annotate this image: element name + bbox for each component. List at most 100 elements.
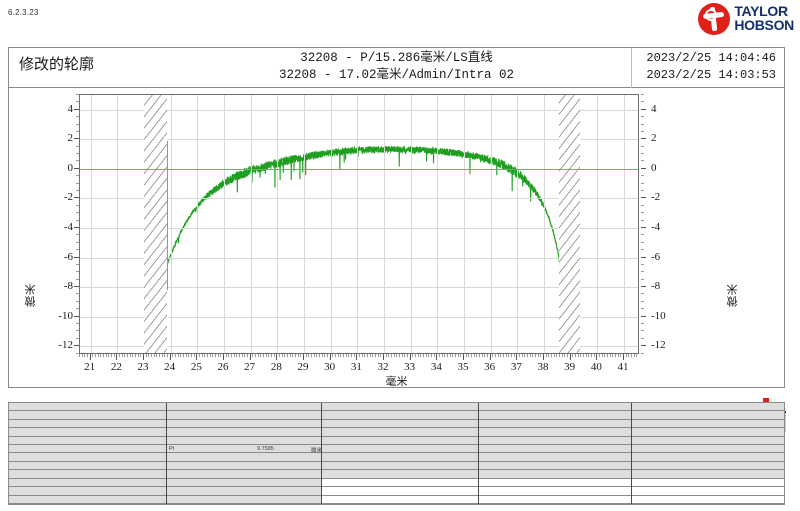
table-cell-empty[interactable] <box>321 487 784 495</box>
x-tick-minor <box>551 354 552 357</box>
timestamp-line-2: 2023/2/25 14:03:53 <box>646 68 776 82</box>
x-tick-major <box>623 354 624 360</box>
y-tick-minor <box>641 278 644 280</box>
y-tick-minor <box>76 322 79 324</box>
x-tick-minor <box>335 354 336 357</box>
x-tick-minor <box>207 354 208 357</box>
x-tick-minor <box>327 354 328 357</box>
x-tick-minor <box>612 354 614 357</box>
x-tick-label: 34 <box>430 361 442 373</box>
x-tick-minor <box>524 354 526 357</box>
x-tick-minor <box>300 354 302 357</box>
profile-curve <box>80 95 638 353</box>
table-row[interactable] <box>9 478 784 488</box>
x-tick-minor <box>281 354 283 357</box>
x-tick-minor <box>583 354 584 357</box>
gridline-vertical <box>437 95 439 353</box>
header-divider <box>631 48 632 88</box>
y-tick-minor <box>76 204 79 206</box>
x-tick-major <box>196 354 198 360</box>
logo-line-1: TAYLOR <box>734 3 788 20</box>
x-tick-minor <box>497 354 499 357</box>
y-tick-label: 2 <box>67 132 74 145</box>
y-tick-label: 0 <box>651 161 657 174</box>
x-tick-minor <box>148 354 150 357</box>
x-tick-minor <box>556 354 558 357</box>
y-tick-major <box>641 226 646 228</box>
y-tick-minor <box>641 337 644 339</box>
table-row[interactable] <box>9 437 784 446</box>
x-tick-minor <box>399 354 400 357</box>
x-tick-minor <box>503 354 504 357</box>
y-tick-minor <box>641 219 644 221</box>
x-tick-minor <box>513 354 515 357</box>
table-row[interactable] <box>9 470 784 479</box>
x-tick-minor <box>412 354 414 357</box>
y-tick-minor <box>641 234 644 236</box>
x-tick-minor <box>452 354 454 357</box>
x-tick-minor <box>265 354 267 357</box>
x-tick-minor <box>393 354 395 357</box>
table-row[interactable] <box>9 495 784 504</box>
x-tick-minor <box>81 354 83 357</box>
y-tick-minor <box>641 160 644 162</box>
x-tick-minor <box>231 354 232 357</box>
x-tick-minor <box>367 354 368 357</box>
x-tick-minor <box>289 354 291 357</box>
x-tick-minor <box>615 354 616 357</box>
x-tick-minor <box>263 354 264 357</box>
x-tick-major <box>169 354 171 360</box>
chart-center-title: 32208 - P/15.286毫米/LS直线 32208 - 17.02毫米/… <box>9 50 784 84</box>
taylor-hobson-logo-icon <box>698 3 731 35</box>
y-tick-label: -12 <box>58 339 73 352</box>
x-tick-minor <box>351 354 352 357</box>
y-tick-minor <box>76 101 79 103</box>
x-tick-minor <box>151 354 152 357</box>
logo-wordmark: TAYLOR HOBSON <box>734 3 794 32</box>
x-tick-major <box>356 354 358 360</box>
gridline-horizontal <box>80 257 638 259</box>
table-row[interactable] <box>9 403 784 412</box>
x-tick-minor <box>204 354 206 357</box>
table-row[interactable] <box>9 411 784 420</box>
y-tick-major <box>74 108 79 110</box>
x-tick-minor <box>593 354 595 357</box>
table-row[interactable] <box>9 487 784 496</box>
x-tick-minor <box>359 354 360 357</box>
table-row[interactable] <box>9 420 784 429</box>
results-table[interactable]: Pt 9.7585 微米 <box>8 402 785 505</box>
x-tick-minor <box>388 354 390 357</box>
gridline-vertical <box>357 95 359 353</box>
x-tick-minor <box>135 354 136 357</box>
x-tick-minor <box>449 354 451 357</box>
x-tick-minor <box>292 354 294 357</box>
table-row[interactable] <box>9 445 784 454</box>
y-tick-label: -6 <box>63 250 73 263</box>
x-tick-minor <box>396 354 398 357</box>
table-row[interactable] <box>9 454 784 462</box>
x-tick-minor <box>337 354 339 357</box>
chart-frame: 修改的轮廓 32208 - P/15.286毫米/LS直线 32208 - 17… <box>8 47 786 432</box>
y-tick-minor <box>76 263 79 265</box>
gridline-horizontal <box>80 227 638 229</box>
x-tick-minor <box>441 354 443 357</box>
y-tick-minor <box>641 153 644 155</box>
x-tick-minor <box>233 354 235 357</box>
table-row[interactable] <box>9 428 784 437</box>
x-tick-minor <box>87 354 88 357</box>
chart-title-line-1: 32208 - P/15.286毫米/LS直线 <box>300 51 493 65</box>
x-tick-minor <box>529 354 531 357</box>
parameter-row[interactable]: Pt 9.7585 微米 <box>169 445 324 454</box>
table-cell-empty[interactable] <box>321 478 784 487</box>
x-tick-label: 40 <box>590 361 602 373</box>
y-tick-major <box>641 345 646 347</box>
x-tick-minor <box>580 354 582 357</box>
x-tick-minor <box>177 354 179 357</box>
x-tick-minor <box>511 354 512 357</box>
table-row[interactable] <box>9 462 784 471</box>
profile-plot[interactable] <box>79 94 639 354</box>
x-tick-minor <box>431 354 432 357</box>
table-cell-empty[interactable] <box>321 495 784 503</box>
app-version-label: 6.2.3.23 <box>8 8 39 17</box>
x-tick-minor <box>604 354 606 357</box>
